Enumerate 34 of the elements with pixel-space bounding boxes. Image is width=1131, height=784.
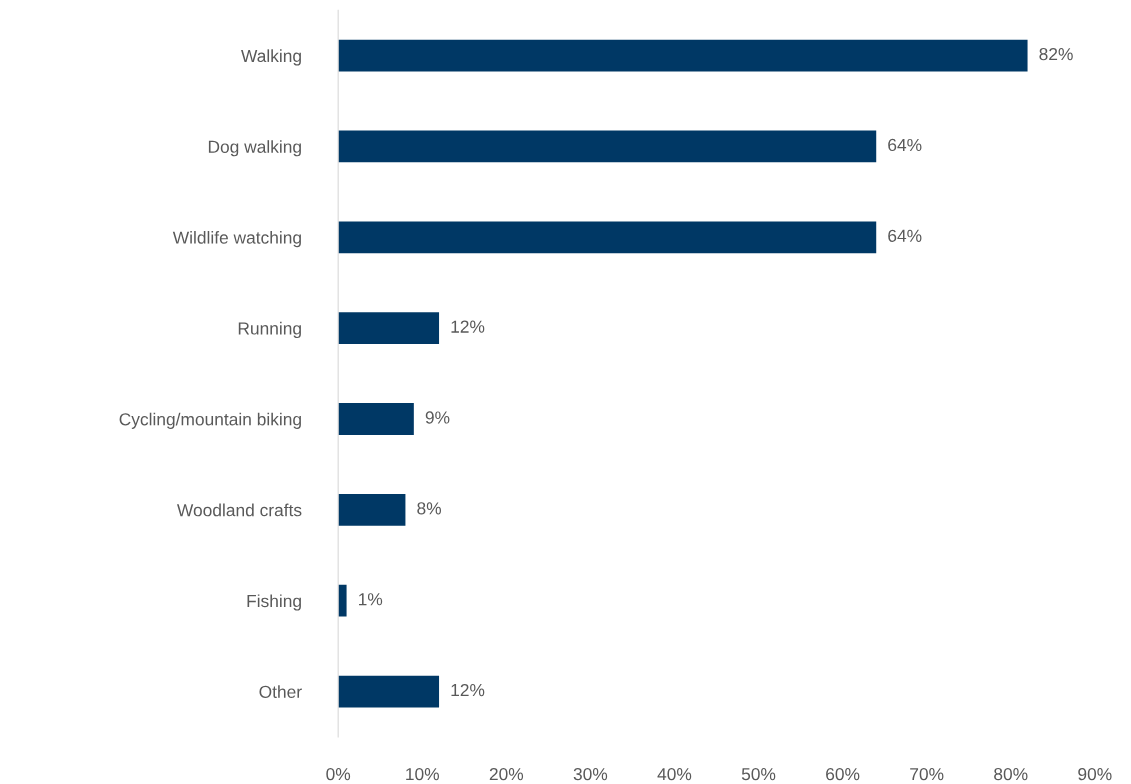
data-label: 9% bbox=[425, 411, 450, 424]
x-tick-label: 90% bbox=[1078, 767, 1112, 781]
x-tick-label: 70% bbox=[910, 767, 944, 781]
y-tick-label: Cycling/mountain biking bbox=[119, 412, 301, 429]
bar bbox=[338, 312, 440, 345]
bar bbox=[338, 675, 440, 708]
y-tick-label: Running bbox=[238, 321, 301, 339]
bar bbox=[338, 39, 1028, 72]
y-tick-label: Walking bbox=[241, 49, 301, 66]
data-label: 82% bbox=[1039, 47, 1073, 61]
y-tick-label: Other bbox=[259, 685, 302, 698]
x-tick-label: 30% bbox=[573, 767, 608, 781]
bar bbox=[338, 221, 877, 254]
y-tick-label: Fishing bbox=[247, 594, 301, 611]
x-tick-label: 40% bbox=[657, 767, 692, 781]
data-label: 12% bbox=[451, 683, 485, 697]
x-tick-label: 20% bbox=[489, 767, 524, 781]
y-tick-label: Dog walking bbox=[208, 140, 301, 157]
y-tick-label: Wildlife watching bbox=[172, 231, 301, 248]
data-label: 8% bbox=[417, 502, 442, 515]
data-label: 64% bbox=[888, 138, 922, 152]
x-tick-label: 50% bbox=[741, 767, 776, 781]
y-tick-label: Woodland crafts bbox=[177, 503, 302, 517]
bar bbox=[338, 584, 347, 617]
x-tick-label: 80% bbox=[994, 767, 1028, 781]
bar bbox=[338, 130, 877, 163]
bar bbox=[338, 403, 414, 435]
bar bbox=[338, 493, 406, 526]
data-label: 12% bbox=[451, 320, 485, 333]
data-label: 1% bbox=[359, 593, 383, 606]
x-tick-label: 0% bbox=[326, 767, 351, 781]
x-tick-label: 10% bbox=[406, 767, 439, 781]
data-label: 64% bbox=[888, 229, 922, 242]
x-tick-label: 60% bbox=[826, 767, 860, 781]
